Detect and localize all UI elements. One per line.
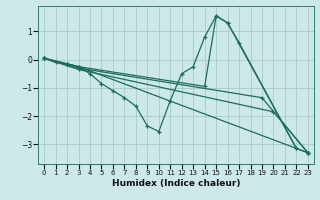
X-axis label: Humidex (Indice chaleur): Humidex (Indice chaleur) <box>112 179 240 188</box>
